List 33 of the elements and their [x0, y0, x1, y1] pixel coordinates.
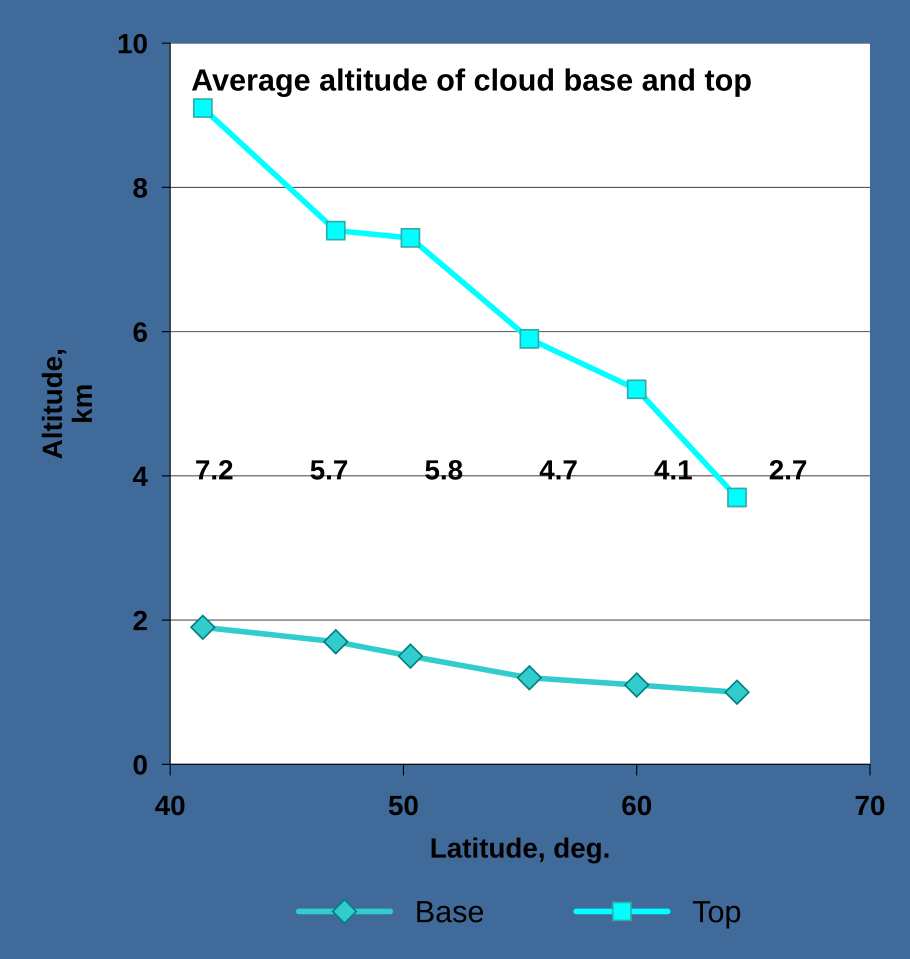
- point: [398, 644, 424, 669]
- point: [516, 665, 542, 690]
- y-tick-label: 10: [118, 34, 147, 54]
- point: [192, 98, 213, 118]
- x-tick-label: 40: [155, 796, 184, 816]
- y-tick-label: 0: [134, 754, 147, 775]
- point: [724, 680, 750, 705]
- x-tick-label: 60: [622, 796, 652, 816]
- point: [624, 672, 650, 698]
- y-tick-label: 4: [132, 466, 148, 486]
- text: Average altitude of cloud base and top: [192, 68, 751, 98]
- point: [520, 328, 540, 349]
- point: [727, 488, 747, 508]
- point: [626, 379, 647, 400]
- x-tick-label: 70: [856, 796, 884, 816]
- legend-label: Base: [417, 901, 484, 922]
- point: [190, 614, 216, 640]
- y-tick-label: 6: [134, 322, 147, 342]
- y-tick-label: 2: [133, 610, 147, 630]
- annotation: 5.7: [310, 460, 348, 480]
- annotation: 4.1: [654, 460, 692, 480]
- legend-label: Top: [692, 901, 740, 928]
- annotation: 2.7: [770, 460, 806, 480]
- x-tick-label: 50: [388, 796, 418, 816]
- point: [326, 220, 346, 241]
- x-axis-title: Latitude, deg.: [432, 837, 608, 864]
- point: [400, 228, 420, 248]
- annotation: 4.7: [540, 460, 577, 480]
- annotation: 5.8: [425, 460, 462, 480]
- annotation: 7.2: [196, 460, 232, 480]
- point: [323, 629, 348, 654]
- y-tick-label: 8: [133, 178, 148, 198]
- y-axis-title: Altitude, km: [42, 350, 92, 459]
